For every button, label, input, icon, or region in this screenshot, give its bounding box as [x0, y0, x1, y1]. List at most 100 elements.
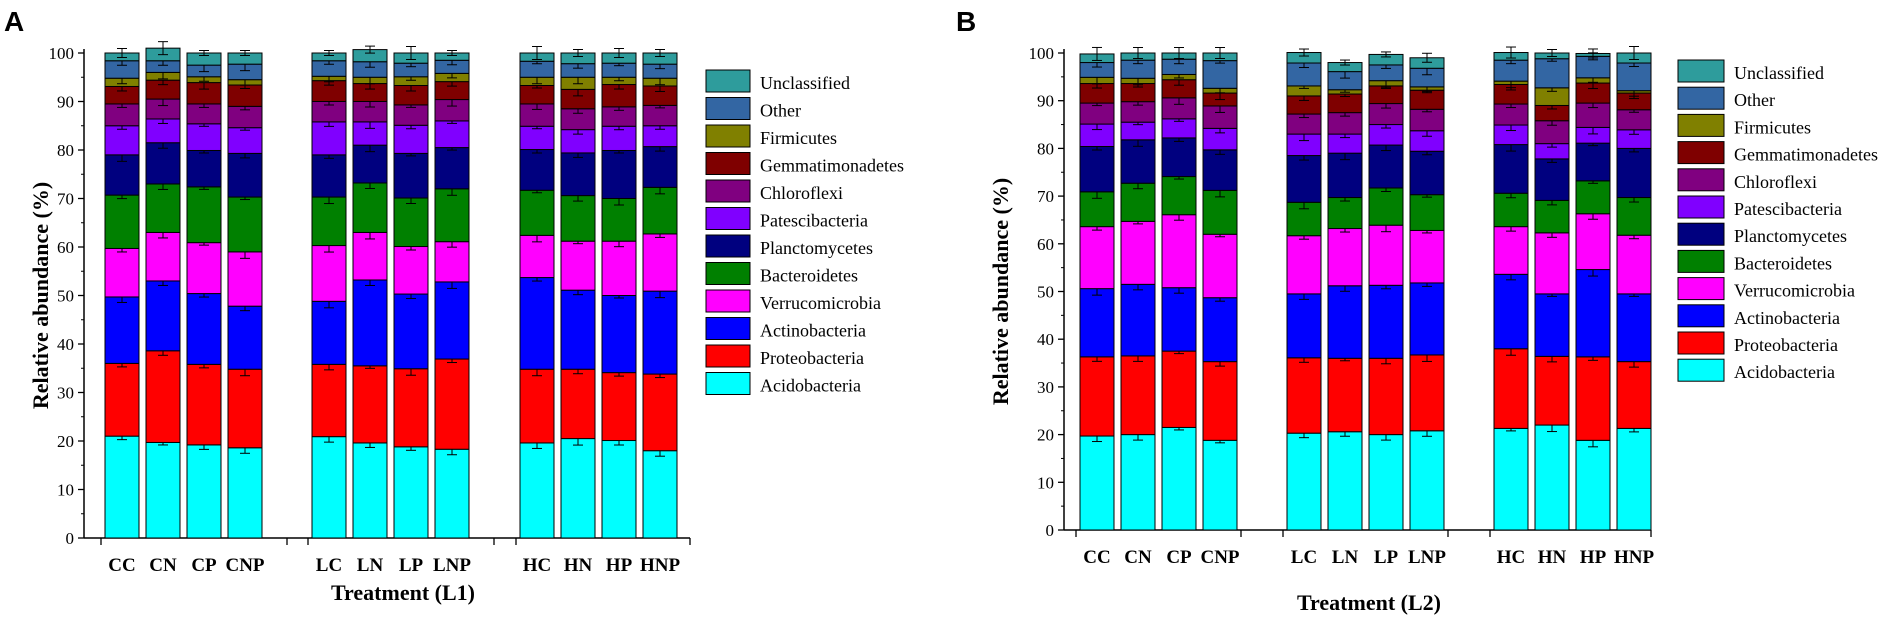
bar-segment-planctomycetes — [601, 149, 637, 199]
bar-segment-bacteroidetes — [186, 186, 222, 244]
bar-segment-patescibacteria — [519, 125, 555, 151]
legend-swatch-firmicutes — [1677, 113, 1725, 137]
bar-segment-planctomycetes — [393, 152, 429, 199]
bar-segment-bacteroidetes — [601, 198, 637, 242]
bar-segment-actinobacteria — [1534, 293, 1570, 357]
bar-segment-planctomycetes — [1368, 144, 1404, 189]
bar-segment-verrucomicrobia — [434, 241, 470, 283]
bar-segment-actinobacteria — [1120, 283, 1156, 357]
y-tick-label: 40 — [1037, 330, 1054, 349]
legend-label: Actinobacteria — [760, 321, 866, 341]
legend-label: Planctomycetes — [1734, 226, 1847, 246]
bar-segment-verrucomicrobia — [1534, 232, 1570, 295]
x-tick-label: LN — [357, 555, 384, 576]
bar-segment-acidobacteria — [1368, 434, 1404, 531]
bar-segment-bacteroidetes — [642, 186, 678, 235]
legend-label: Proteobacteria — [760, 348, 864, 368]
bar-segment-actinobacteria — [227, 305, 263, 370]
x-tick-label: HN — [564, 555, 593, 576]
bar-segment-proteobacteria — [1534, 355, 1570, 426]
bar-segment-verrucomicrobia — [1493, 226, 1529, 275]
legend-label: Bacteroidetes — [760, 266, 858, 286]
bar-segment-chloroflexi — [1079, 102, 1115, 125]
bar-segment-other — [1616, 62, 1652, 92]
bar-segment-verrucomicrobia — [560, 240, 596, 291]
bar-segment-actinobacteria — [519, 277, 555, 370]
bar-segment-bacteroidetes — [519, 189, 555, 236]
bar-segment-acidobacteria — [145, 441, 181, 539]
bar-segment-bacteroidetes — [1534, 199, 1570, 234]
legend-label: Patescibacteria — [760, 211, 868, 231]
y-tick-label: 90 — [57, 93, 74, 112]
bar-segment-planctomycetes — [1202, 149, 1238, 191]
bar-segment-acidobacteria — [642, 450, 678, 539]
bar-segment-chloroflexi — [1616, 109, 1652, 131]
legend-swatch-acidobacteria — [1677, 358, 1725, 382]
x-tick-label: CP — [1166, 547, 1192, 568]
bar-segment-verrucomicrobia — [519, 234, 555, 279]
legend-label: Acidobacteria — [760, 376, 861, 396]
legend-swatch-planctomycetes — [1677, 222, 1725, 246]
y-axis-title: Relative abundance (%) — [28, 182, 53, 409]
bar-segment-verrucomicrobia — [352, 231, 388, 281]
bar-segment-acidobacteria — [393, 446, 429, 539]
legend-swatch-firmicutes — [705, 124, 751, 148]
bar-segment-actinobacteria — [1368, 284, 1404, 359]
bar-segment-actinobacteria — [601, 295, 637, 374]
legend-label: Other — [1734, 90, 1775, 110]
bar-segment-actinobacteria — [1575, 269, 1611, 358]
bar-segment-chloroflexi — [1409, 108, 1445, 132]
x-tick-label: HNP — [640, 555, 681, 576]
bar-segment-bacteroidetes — [1202, 189, 1238, 235]
bar-segment-verrucomicrobia — [1120, 220, 1156, 285]
bar-segment-patescibacteria — [434, 120, 470, 149]
legend-swatch-chloroflexi — [1677, 168, 1725, 192]
bar-segment-actinobacteria — [311, 300, 347, 365]
bar-segment-bacteroidetes — [1409, 194, 1445, 231]
bar-segment-other — [1534, 58, 1570, 89]
x-tick-label: LNP — [433, 555, 471, 576]
legend-label: Actinobacteria — [1734, 308, 1840, 328]
bar-segment-verrucomicrobia — [145, 231, 181, 282]
legend-swatch-patescibacteria — [1677, 195, 1725, 219]
bar-segment-proteobacteria — [560, 368, 596, 440]
bar-segment-proteobacteria — [186, 363, 222, 446]
x-tick-label: LNP — [1408, 547, 1446, 568]
bar-segment-planctomycetes — [1120, 139, 1156, 184]
x-tick-label: LN — [1332, 547, 1359, 568]
bar-segment-acidobacteria — [1409, 430, 1445, 531]
bar-segment-proteobacteria — [1286, 357, 1322, 434]
bar-segment-verrucomicrobia — [227, 251, 263, 307]
bar-segment-actinobacteria — [1079, 288, 1115, 358]
legend-swatch-chloroflexi — [705, 179, 751, 203]
legend-label: Patescibacteria — [1734, 199, 1842, 219]
x-tick-label: HN — [1538, 547, 1567, 568]
bar-segment-verrucomicrobia — [186, 242, 222, 295]
bar-segment-actinobacteria — [1409, 282, 1445, 356]
bar-segment-acidobacteria — [601, 440, 637, 539]
bar-segment-patescibacteria — [227, 127, 263, 154]
bar-segment-proteobacteria — [393, 368, 429, 448]
bar-segment-proteobacteria — [1575, 356, 1611, 441]
bar-segment-actinobacteria — [1286, 293, 1322, 359]
bar-segment-acidobacteria — [186, 444, 222, 539]
bar-segment-verrucomicrobia — [1409, 229, 1445, 284]
legend-swatch-bacteroidetes — [705, 262, 751, 285]
bar-segment-proteobacteria — [1493, 348, 1529, 429]
bar-segment-proteobacteria — [1409, 354, 1445, 432]
legend-label: Unclassified — [760, 73, 850, 93]
bar-segment-planctomycetes — [1161, 137, 1197, 178]
legend-swatch-proteobacteria — [705, 344, 751, 368]
bar-segment-planctomycetes — [227, 152, 263, 198]
bar-segment-acidobacteria — [1079, 435, 1115, 531]
x-axis-title: Treatment (L1) — [331, 580, 475, 605]
bar-segment-patescibacteria — [186, 123, 222, 151]
legend-swatch-proteobacteria — [1677, 331, 1725, 355]
x-tick-label: CNP — [225, 555, 264, 576]
x-tick-label: LC — [316, 555, 342, 576]
bar-segment-proteobacteria — [1616, 361, 1652, 429]
bar-segment-patescibacteria — [104, 125, 140, 156]
bar-segment-acidobacteria — [1202, 439, 1238, 531]
bar-segment-acidobacteria — [352, 442, 388, 539]
bar-segment-bacteroidetes — [1575, 180, 1611, 215]
